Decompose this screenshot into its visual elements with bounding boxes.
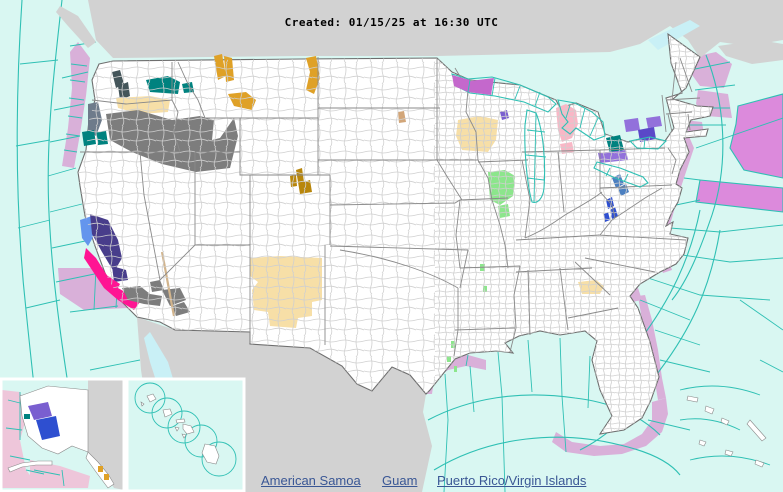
map-created-timestamp: Created: 01/15/25 at 16:30 UTC [284, 16, 499, 29]
nova-scotia [718, 40, 783, 64]
link-puerto-rico-virgin-islands[interactable]: Puerto Rico/Virgin Islands [437, 473, 587, 488]
link-guam[interactable]: Guam [382, 473, 418, 488]
hawaii-inset[interactable] [125, 377, 246, 492]
state-borders [80, 57, 701, 357]
vancouver-island [56, 6, 96, 48]
lake-superior-warning-zone [452, 75, 494, 95]
st-lawrence-water [648, 20, 700, 50]
alaska-inset[interactable] [0, 377, 126, 492]
marine-warning-zones [58, 42, 783, 456]
atlantic-marine-zones [579, 54, 783, 466]
bahamas-islands [686, 395, 767, 468]
canada-landmass [56, 0, 783, 64]
great-lakes [451, 73, 668, 203]
link-american-samoa[interactable]: American Samoa [261, 473, 361, 488]
